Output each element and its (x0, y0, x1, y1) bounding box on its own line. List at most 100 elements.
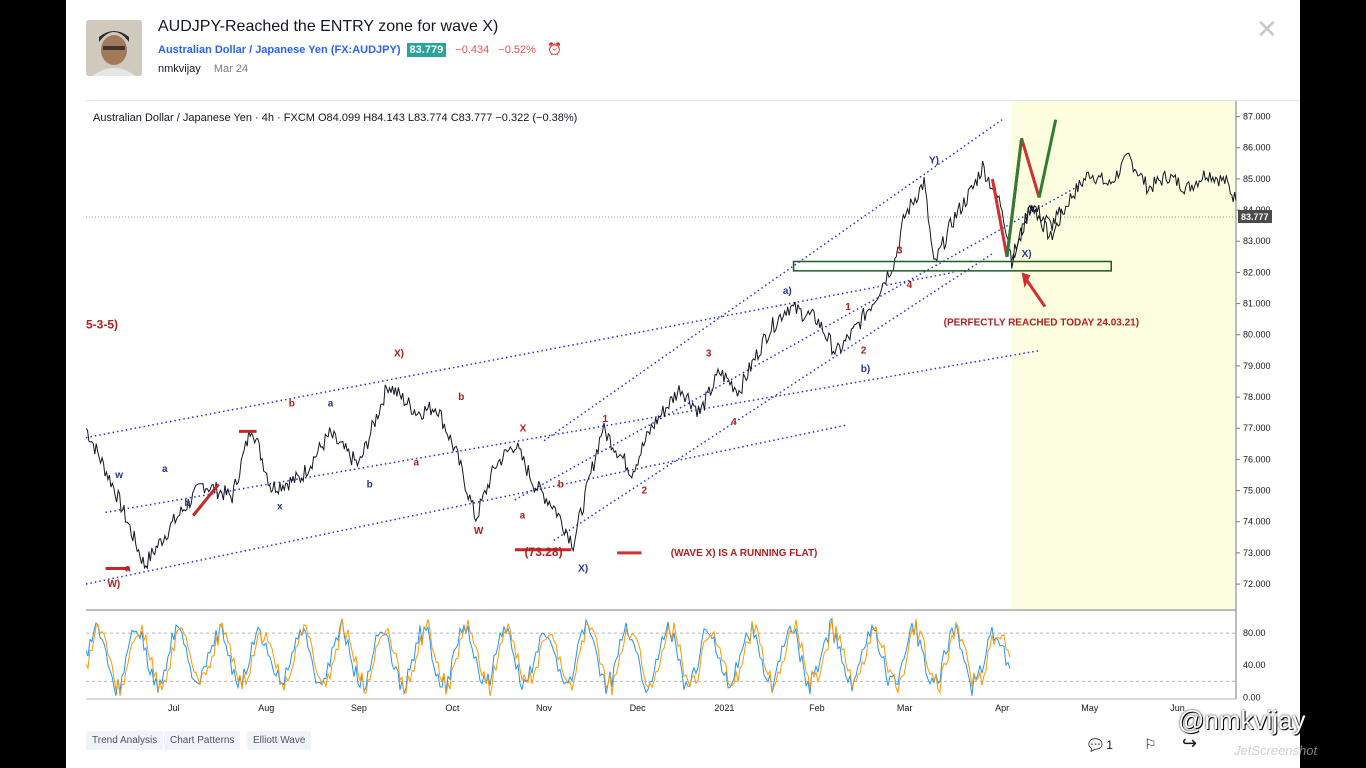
author-name[interactable]: nmkvijay (158, 63, 201, 75)
annotation: 5-3-5) (86, 318, 118, 332)
y-tick-label: 77.000 (1243, 423, 1271, 433)
channel-line (553, 253, 993, 542)
wave-label: 1 (603, 414, 609, 425)
wave-label: Y) (929, 155, 939, 166)
wave-label: X (520, 423, 527, 434)
publish-date: Mar 24 (213, 63, 249, 75)
watermark-handle: @nmkvijay (1178, 705, 1306, 735)
idea-title: AUDJPY-Reached the ENTRY zone for wave X… (158, 18, 499, 35)
annotation: (PERFECTLY REACHED TODAY 24.03.21) (944, 317, 1139, 328)
x-tick-label: Nov (536, 703, 553, 713)
wave-label: a (413, 458, 419, 469)
drawn-arrow (1005, 138, 1024, 258)
wave-label: b (558, 479, 564, 490)
wave-label: b (289, 398, 295, 409)
x-tick-label: Sep (351, 703, 367, 713)
symbol-line: Australian Dollar / Japanese Yen (FX:AUD… (158, 42, 562, 57)
annotation: (73.28) (525, 545, 563, 559)
oscillator-tick-label: 80.00 (1243, 628, 1266, 638)
y-tick-label: 82.000 (1243, 267, 1271, 277)
y-tick-label: 75.000 (1243, 486, 1271, 496)
wave-label: W) (107, 579, 120, 590)
annotation: (WAVE X) IS A RUNNING FLAT) (671, 548, 818, 559)
wave-label: W (474, 526, 484, 537)
wave-label: 2 (642, 486, 648, 497)
oscillator-tick-label: 0.00 (1243, 692, 1261, 702)
drawn-arrow (1037, 119, 1058, 198)
wave-label: a (328, 398, 334, 409)
price-series (86, 160, 1062, 570)
wave-label: w (114, 470, 123, 481)
channel-line (543, 119, 1003, 442)
alarm-clock-icon[interactable]: ⏰ (546, 42, 562, 56)
x-tick-label: Oct (445, 703, 460, 713)
close-icon[interactable]: ✕ (1256, 14, 1278, 44)
chart-svg[interactable]: 87.00086.00085.00084.00083.00082.00081.0… (86, 101, 1300, 719)
y-tick-label: 87.000 (1243, 112, 1271, 122)
entry-zone-box (792, 260, 1113, 272)
wave-label: a (162, 464, 168, 475)
x-tick-label: 2021 (714, 703, 734, 713)
wave-label: 1 (845, 302, 851, 313)
wave-label: 4 (731, 417, 737, 428)
wave-label: b (184, 498, 190, 509)
drawn-arrow (192, 483, 220, 517)
flag-icon[interactable]: ⚐ (1144, 736, 1157, 752)
pointer-arrowhead (1021, 272, 1031, 288)
oscillator-tick-label: 40.00 (1243, 660, 1266, 670)
channel-line (86, 271, 954, 439)
y-tick-label: 83.000 (1243, 236, 1271, 246)
wave-label: b (367, 479, 373, 490)
y-tick-label: 79.000 (1243, 361, 1271, 371)
projection-series (1011, 152, 1237, 261)
avatar[interactable] (86, 20, 142, 76)
x-tick-label: Dec (630, 703, 647, 713)
x-tick-label: Jun (1170, 703, 1185, 713)
wave-label: a (125, 564, 131, 575)
wave-label: x (277, 501, 283, 512)
y-tick-label: 76.000 (1243, 454, 1271, 464)
x-tick-label: Jul (168, 703, 180, 713)
channel-line (86, 424, 847, 585)
wave-label: 3 (897, 246, 903, 257)
y-tick-label: 72.000 (1243, 579, 1271, 589)
x-tick-label: May (1081, 703, 1099, 713)
x-tick-label: Apr (995, 703, 1009, 713)
y-tick-label: 85.000 (1243, 174, 1271, 184)
price-change-percent: −0.52% (498, 44, 536, 56)
tag-elliott-wave[interactable]: Elliott Wave (247, 731, 312, 750)
watermark-logo: JetScreenshot (1234, 743, 1318, 758)
comments-button[interactable]: 💬 1 (1088, 738, 1113, 752)
wave-label: 4 (907, 280, 913, 291)
price-change: −0.434 (455, 44, 490, 56)
price-badge: 83.779 (406, 43, 447, 57)
tag-chart-patterns[interactable]: Chart Patterns (164, 731, 241, 750)
wave-label: b) (861, 364, 870, 375)
x-tick-label: Mar (897, 703, 913, 713)
wave-label: X) (1022, 249, 1032, 260)
chart-legend: Australian Dollar / Japanese Yen · 4h · … (93, 112, 577, 124)
channel-line (105, 349, 1042, 514)
share-icon[interactable]: ↪ (1182, 733, 1198, 753)
y-tick-label: 81.000 (1243, 299, 1271, 309)
last-price-badge (1238, 210, 1272, 224)
last-price-label: 83.777 (1241, 212, 1269, 222)
author-line: nmkvijay Mar 24 (158, 63, 248, 75)
y-tick-label: 80.000 (1243, 330, 1271, 340)
channel-line (514, 184, 1081, 501)
wave-label: X) (578, 564, 588, 575)
tag-trend-analysis[interactable]: Trend Analysis (86, 731, 164, 750)
wave-label: 2 (861, 345, 867, 356)
projection-zone (1011, 101, 1236, 609)
symbol-link[interactable]: Australian Dollar / Japanese Yen (FX:AUD… (158, 44, 401, 56)
x-tick-label: Feb (809, 703, 825, 713)
wave-label: X) (394, 349, 404, 360)
chart-area[interactable]: 87.00086.00085.00084.00083.00082.00081.0… (86, 100, 1300, 719)
wave-label: 3 (706, 349, 712, 360)
y-tick-label: 78.000 (1243, 392, 1271, 402)
oscillator-d-line (86, 618, 1011, 696)
y-tick-label: 74.000 (1243, 517, 1271, 527)
comment-icon: 💬 (1088, 738, 1103, 752)
y-tick-label: 73.000 (1243, 548, 1271, 558)
wave-label: a) (783, 286, 792, 297)
